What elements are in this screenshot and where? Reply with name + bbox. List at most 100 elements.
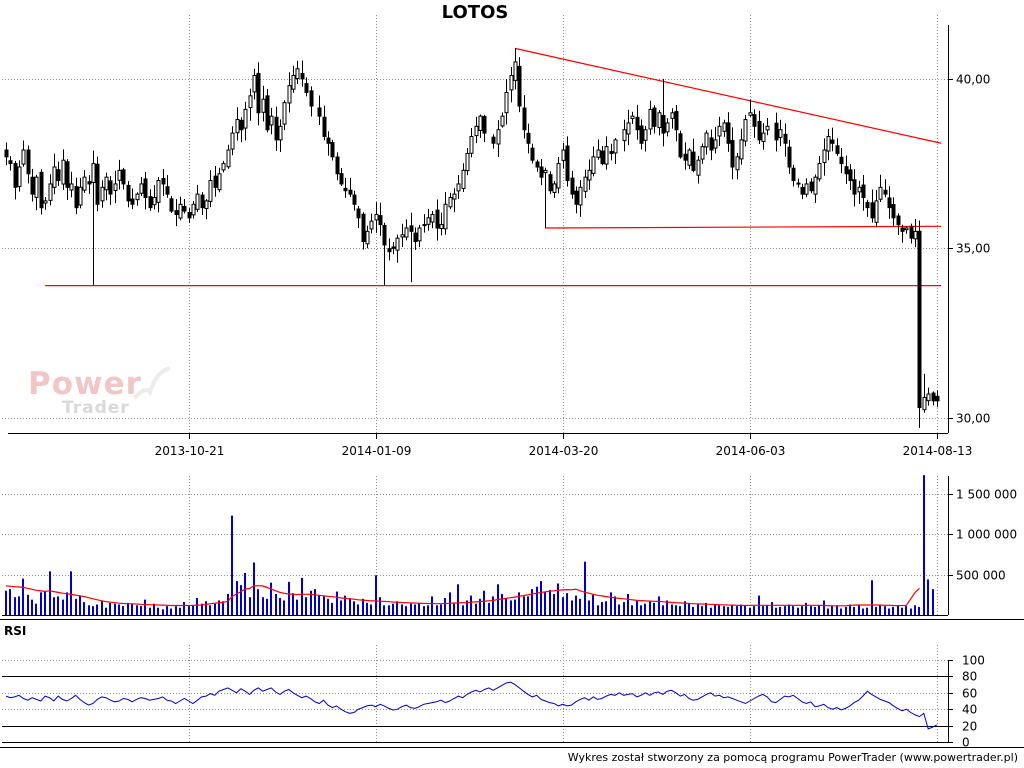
- candle-body: [613, 139, 618, 154]
- candle-body: [217, 173, 222, 191]
- volume-bar: [188, 606, 190, 615]
- volume-bar: [270, 582, 272, 615]
- volume-bar: [79, 595, 81, 615]
- candle-body: [713, 139, 718, 149]
- volume-bar: [827, 608, 829, 615]
- candle-body: [143, 178, 148, 198]
- candle-body: [187, 212, 192, 219]
- volume-bar: [388, 605, 390, 615]
- candle-body: [274, 116, 279, 141]
- candle-body: [104, 176, 109, 191]
- volume-bar: [697, 604, 699, 615]
- volume-bar: [392, 603, 394, 615]
- candle-body: [896, 215, 901, 226]
- candle-body: [265, 95, 270, 131]
- candle-body: [482, 116, 487, 134]
- volume-bar: [466, 600, 468, 615]
- candle-body: [191, 203, 196, 216]
- candle-body: [596, 149, 601, 158]
- volume-bar: [205, 601, 207, 615]
- volume-bar: [853, 606, 855, 615]
- volume-bar: [910, 608, 912, 615]
- candle-body: [683, 153, 688, 161]
- candle-body: [208, 180, 213, 202]
- candle-body: [626, 122, 631, 135]
- candle-body: [34, 176, 39, 198]
- candle-body: [931, 392, 936, 402]
- volume-layer: [5, 475, 934, 615]
- candle-body: [700, 146, 705, 160]
- volume-bar: [353, 601, 355, 615]
- candle-body: [17, 166, 22, 187]
- volume-bar: [818, 605, 820, 615]
- candle-body: [878, 186, 883, 200]
- volume-bar: [718, 605, 720, 615]
- volume-bar: [492, 596, 494, 615]
- candle-body: [426, 217, 431, 225]
- volume-bar: [436, 605, 438, 615]
- volume-bar: [627, 593, 629, 615]
- volume-bar: [605, 601, 607, 615]
- candle-body: [430, 213, 435, 223]
- candle-body: [922, 396, 927, 411]
- candle-body: [913, 230, 918, 240]
- candle-body: [900, 227, 905, 232]
- volume-bar: [792, 606, 794, 615]
- candle-body: [74, 186, 79, 209]
- volume-bar: [423, 606, 425, 615]
- volume-bar: [157, 607, 159, 615]
- volume-bar: [823, 600, 825, 615]
- candle-body: [735, 156, 740, 171]
- volume-bar: [153, 603, 155, 615]
- candle-body: [587, 169, 592, 181]
- candle-body: [835, 145, 840, 154]
- volume-bar: [871, 580, 873, 615]
- volume-bar: [731, 604, 733, 615]
- candle-body: [317, 107, 322, 117]
- candle-body: [374, 213, 379, 221]
- volume-bar: [544, 592, 546, 615]
- candle-body: [500, 115, 505, 127]
- volume-bar: [753, 606, 755, 615]
- volume-bar: [249, 597, 251, 615]
- candle-body: [56, 169, 61, 182]
- candle-body: [543, 169, 548, 174]
- candle-body: [69, 183, 74, 191]
- volume-bar: [70, 571, 72, 615]
- volume-bar: [470, 595, 472, 615]
- candle-body: [891, 204, 896, 219]
- candle-body: [857, 186, 862, 193]
- rsi-ytick-label: 0: [962, 736, 970, 750]
- candle-body: [8, 160, 13, 165]
- candle-body: [391, 246, 396, 249]
- candle-body: [478, 115, 483, 131]
- volume-bar: [375, 575, 377, 615]
- volume-bar: [488, 602, 490, 615]
- candle-body: [935, 395, 940, 402]
- candle-body: [43, 200, 48, 204]
- volume-bar: [858, 605, 860, 615]
- candle-body: [787, 146, 792, 168]
- volume-ytick-label: 1 500 000: [956, 488, 1017, 502]
- candle-body: [400, 234, 405, 238]
- candle-body: [813, 176, 818, 195]
- volume-bar: [240, 585, 242, 615]
- volume-bar: [879, 605, 881, 615]
- candle-body: [817, 163, 822, 180]
- candle-body: [604, 146, 609, 165]
- volume-bar: [196, 598, 198, 615]
- trendline-support-2: [545, 225, 942, 229]
- volume-bar: [201, 603, 203, 615]
- volume-bar: [692, 606, 694, 615]
- volume-bar: [536, 586, 538, 615]
- candle-body: [600, 150, 605, 165]
- candle-body: [39, 171, 44, 209]
- candle-body: [365, 230, 370, 245]
- candle-body: [674, 110, 679, 131]
- volume-bar: [318, 595, 320, 615]
- volume-bar: [771, 602, 773, 615]
- volume-bar: [405, 606, 407, 615]
- volume-bar: [475, 603, 477, 615]
- candle-body: [443, 203, 448, 230]
- candle-body: [561, 149, 566, 161]
